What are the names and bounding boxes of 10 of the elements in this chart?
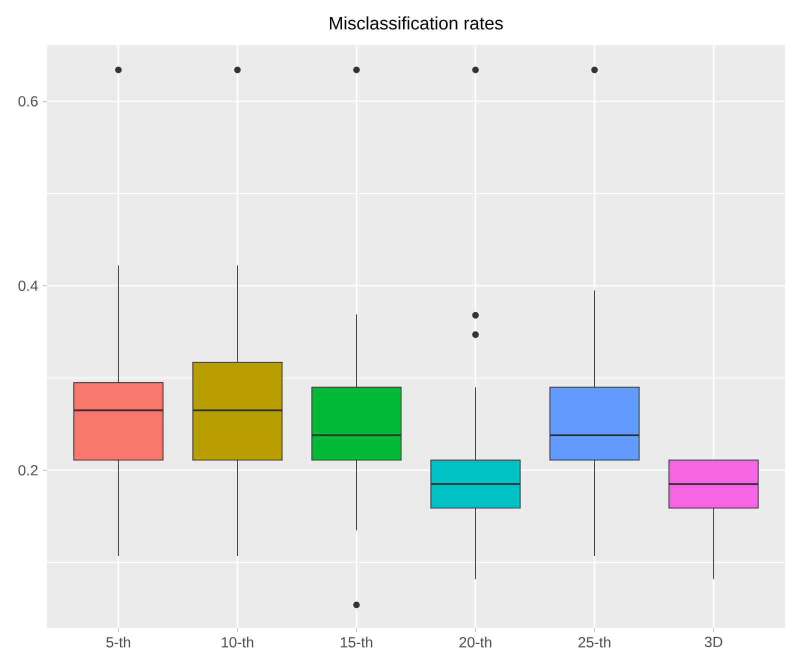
chart-title: Misclassification rates	[330, 16, 503, 30]
x-tick-label: 15-th	[340, 636, 372, 648]
x-tick-label: 3D	[704, 636, 722, 648]
y-tick-label: 0.2	[18, 465, 38, 476]
x-tick-label: 20-th	[460, 636, 492, 648]
y-tick-label: 0.6	[18, 96, 38, 106]
y-tick-label: 0.4	[18, 280, 38, 291]
x-tick-label: 10-th	[222, 636, 254, 648]
x-tick-label: 5-th	[106, 636, 130, 648]
x-tick-label: 25-th	[578, 636, 610, 648]
